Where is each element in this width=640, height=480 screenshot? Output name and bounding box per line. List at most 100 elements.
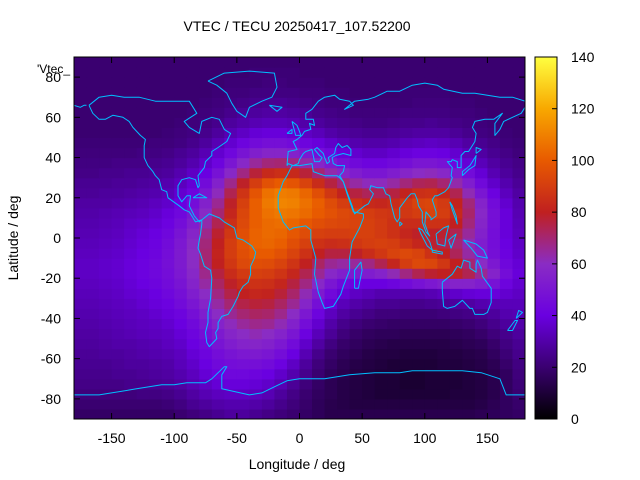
- heatmap-cell: [174, 187, 188, 199]
- heatmap-cell: [261, 278, 276, 289]
- heatmap-cell: [299, 227, 313, 239]
- heatmap-cell: [236, 207, 250, 219]
- heatmap-cell: [387, 177, 401, 189]
- heatmap-cell: [199, 57, 213, 68]
- heatmap-cell: [211, 298, 225, 309]
- heatmap-cell: [474, 408, 489, 419]
- heatmap-cell: [337, 238, 351, 249]
- heatmap-cell: [261, 217, 276, 229]
- heatmap-cell: [199, 147, 213, 159]
- heatmap-cell: [324, 187, 338, 199]
- heatmap-cell: [462, 217, 476, 229]
- heatmap-cell: [412, 408, 426, 419]
- heatmap-cell: [424, 298, 438, 309]
- heatmap-cell: [449, 348, 463, 360]
- heatmap-cell: [449, 308, 463, 320]
- heatmap-cell: [512, 398, 525, 410]
- x-tick-label: -100: [160, 430, 188, 446]
- heatmap-cell: [286, 348, 301, 360]
- heatmap-cell: [512, 67, 525, 78]
- heatmap-cell: [487, 298, 501, 309]
- heatmap-cell: [424, 117, 438, 128]
- heatmap-cell: [412, 248, 426, 259]
- heatmap-cell: [487, 67, 501, 78]
- heatmap-cell: [224, 207, 238, 219]
- heatmap-cell: [449, 368, 463, 380]
- heatmap-cell: [211, 368, 225, 380]
- heatmap-cell: [149, 117, 163, 128]
- heatmap-cell: [299, 127, 313, 139]
- heatmap-cell: [449, 137, 463, 149]
- coastline-overlay: [74, 70, 525, 396]
- heatmap-cell: [99, 67, 113, 78]
- heatmap-cell: [161, 408, 175, 419]
- heatmap-cell: [412, 338, 426, 350]
- heatmap-cell: [312, 338, 326, 350]
- heatmap-cell: [236, 217, 250, 229]
- heatmap-cell: [86, 248, 100, 259]
- heatmap-cell: [124, 278, 138, 289]
- heatmap-cell: [387, 308, 401, 320]
- heatmap-cell: [224, 288, 238, 299]
- heatmap-cell: [399, 358, 413, 370]
- heatmap-cell: [412, 157, 426, 169]
- heatmap-cell: [211, 278, 225, 289]
- heatmap-cell: [399, 398, 413, 410]
- heatmap-cell: [437, 197, 451, 209]
- heatmap-cell: [224, 57, 238, 68]
- heatmap-cell: [136, 97, 150, 108]
- heatmap-cell: [324, 248, 338, 259]
- heatmap-cell: [249, 147, 263, 159]
- heatmap-cell: [99, 338, 113, 350]
- heatmap-cell: [111, 338, 125, 350]
- heatmap-cell: [299, 197, 313, 209]
- heatmap-cell: [449, 328, 463, 340]
- heatmap-cell: [387, 107, 401, 118]
- heatmap-cell: [337, 318, 351, 330]
- heatmap-cell: [261, 308, 276, 320]
- heatmap-cell: [299, 338, 313, 350]
- heatmap-cell: [324, 408, 338, 419]
- heatmap-cell: [437, 87, 451, 98]
- heatmap-cell: [186, 358, 200, 370]
- heatmap-cell: [124, 398, 138, 410]
- coastline: [461, 155, 477, 177]
- heatmap-cell: [349, 167, 363, 179]
- heatmap-cell: [161, 127, 175, 139]
- heatmap-cell: [337, 137, 351, 149]
- heatmap-cell: [399, 238, 413, 249]
- heatmap-cell: [124, 67, 138, 78]
- heatmap-cell: [286, 147, 301, 159]
- heatmap-cell: [124, 157, 138, 169]
- heatmap-cell: [111, 67, 125, 78]
- heatmap-cell: [349, 187, 363, 199]
- heatmap-cell: [512, 298, 525, 309]
- heatmap-cell: [236, 378, 250, 390]
- heatmap-cell: [512, 147, 525, 159]
- heatmap-cell: [261, 187, 276, 199]
- heatmap-cell: [286, 278, 301, 289]
- heatmap-cell: [224, 408, 238, 419]
- heatmap-cell: [337, 348, 351, 360]
- heatmap-cell: [512, 308, 525, 320]
- heatmap-cell: [474, 157, 489, 169]
- heatmap-cell: [337, 358, 351, 370]
- heatmap-cell: [387, 368, 401, 380]
- heatmap-cell: [349, 67, 363, 78]
- heatmap-cell: [437, 217, 451, 229]
- heatmap-cell: [249, 288, 263, 299]
- heatmap-cell: [312, 177, 326, 189]
- heatmap-cell: [374, 248, 388, 259]
- heatmap-cell: [124, 167, 138, 179]
- heatmap-cell: [161, 328, 175, 340]
- heatmap-cell: [124, 288, 138, 299]
- heatmap-cell: [299, 207, 313, 219]
- heatmap-cell: [324, 338, 338, 350]
- heatmap-cell: [437, 227, 451, 239]
- heatmap-cell: [286, 378, 301, 390]
- heatmap-cell: [211, 107, 225, 118]
- heatmap-cell: [136, 187, 150, 199]
- heatmap-cell: [124, 187, 138, 199]
- heatmap-cell: [249, 268, 263, 279]
- heatmap-cell: [261, 227, 276, 239]
